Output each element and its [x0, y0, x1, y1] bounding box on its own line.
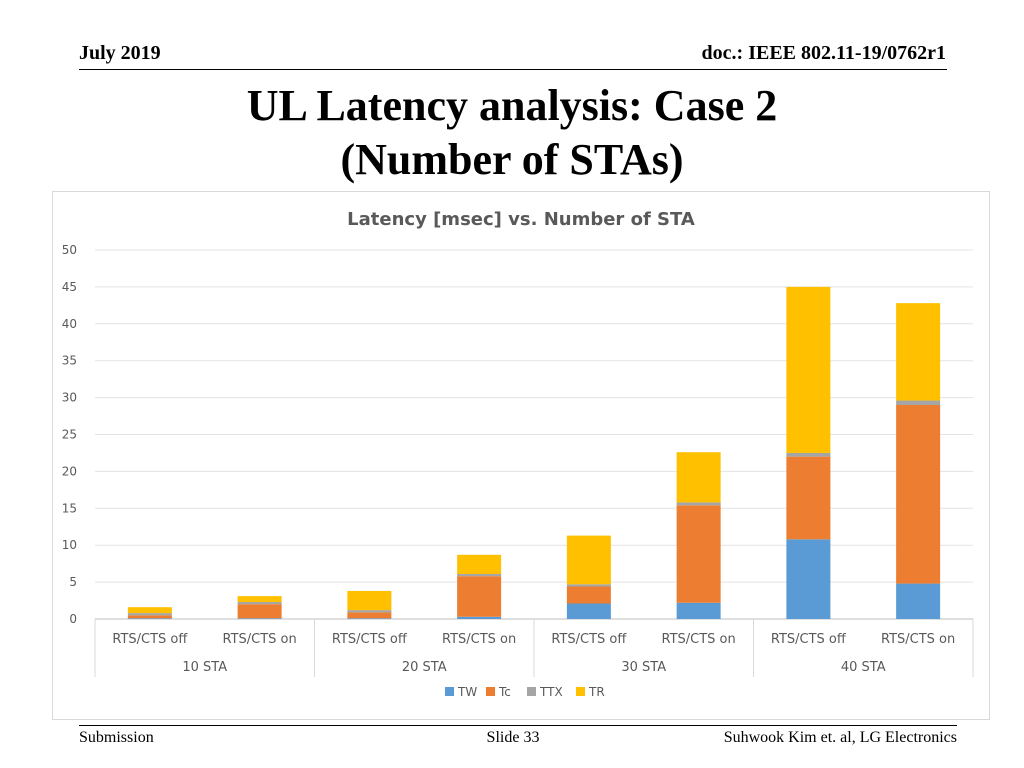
bar-tr	[566, 535, 611, 585]
legend-swatch-ttx	[527, 687, 536, 696]
x-category-label: RTS/CTS on	[661, 632, 735, 647]
bar-tc	[566, 586, 611, 604]
bar-ttx	[786, 452, 831, 457]
bar-tr	[457, 554, 502, 574]
y-tick-label: 30	[62, 391, 77, 405]
legend-label-ttx: TTX	[539, 685, 563, 699]
bar-tc	[127, 615, 172, 619]
y-tick-label: 40	[62, 317, 77, 331]
bar-tc	[347, 612, 392, 619]
legend-swatch-tc	[486, 687, 495, 696]
bar-tw	[127, 618, 172, 619]
y-tick-label: 45	[62, 280, 77, 294]
y-tick-label: 35	[62, 354, 77, 368]
bar-tw	[237, 618, 282, 619]
bar-ttx	[457, 573, 502, 577]
bar-tc	[237, 604, 282, 619]
x-group-label: 10 STA	[182, 660, 227, 675]
bar-tw	[676, 602, 721, 619]
x-group-label: 30 STA	[621, 660, 666, 675]
bar-tw	[896, 583, 941, 619]
footer-divider	[79, 725, 957, 726]
bar-tw	[347, 618, 392, 619]
y-axis-ticks: 0 5 10 15 20 25 30 35 40 45 50	[62, 243, 77, 626]
x-category-label: RTS/CTS off	[771, 632, 847, 647]
bar-tr	[127, 607, 172, 614]
y-tick-label: 50	[62, 243, 77, 257]
bar-ttx	[566, 584, 611, 587]
chart-legend: TW Tc TTX TR	[445, 685, 605, 699]
bar-tw	[457, 616, 502, 619]
bar-tc	[457, 576, 502, 617]
header-doc-id: doc.: IEEE 802.11-19/0762r1	[701, 42, 946, 64]
x-group-label: 20 STA	[402, 660, 447, 675]
x-category-label: RTS/CTS off	[112, 632, 188, 647]
footer-submission: Submission	[79, 729, 154, 746]
bar-ttx	[237, 602, 282, 605]
slide-title-line1: UL Latency analysis: Case 2	[246, 81, 778, 130]
chart-bars	[127, 286, 941, 619]
bar-tr	[347, 590, 392, 611]
x-category-label: RTS/CTS on	[881, 632, 955, 647]
bar-tc	[786, 456, 831, 540]
bar-tc	[896, 404, 941, 584]
legend-swatch-tw	[445, 687, 454, 696]
bar-tw	[786, 539, 831, 619]
footer-slide-number: Slide 33	[486, 729, 540, 746]
bar-ttx	[896, 400, 941, 405]
x-category-label: RTS/CTS off	[332, 632, 408, 647]
bar-ttx	[347, 610, 392, 613]
bar-ttx	[676, 502, 721, 506]
y-tick-label: 20	[62, 464, 77, 478]
bar-tc	[676, 505, 721, 603]
y-tick-label: 15	[62, 501, 77, 515]
x-axis: RTS/CTS off RTS/CTS on RTS/CTS off RTS/CTS …	[94, 619, 974, 677]
bar-tr	[896, 303, 941, 401]
bar-ttx	[127, 613, 172, 616]
x-category-label: RTS/CTS on	[222, 632, 296, 647]
chart-gridlines	[95, 249, 973, 620]
header-date: July 2019	[79, 42, 161, 64]
x-category-label: RTS/CTS on	[442, 632, 516, 647]
chart-title: Latency [msec] vs. Number of STA	[347, 209, 695, 230]
bar-tw	[566, 603, 611, 619]
x-category-label: RTS/CTS off	[551, 632, 627, 647]
y-tick-label: 25	[62, 428, 77, 442]
header-divider	[79, 69, 947, 70]
slide-title-line2: (Number of STAs)	[340, 135, 684, 184]
footer-author: Suhwook Kim et. al, LG Electronics	[723, 729, 957, 746]
bar-tr	[237, 596, 282, 603]
y-tick-label: 10	[62, 538, 77, 552]
legend-label-tw: TW	[457, 685, 477, 699]
y-tick-label: 0	[69, 612, 77, 626]
legend-label-tr: TR	[588, 685, 605, 699]
chart-container: Latency [msec] vs. Number of STA 0 5 10 15 2…	[52, 191, 990, 720]
latency-chart: Latency [msec] vs. Number of STA 0 5 10 15 2…	[62, 209, 974, 699]
legend-label-tc: Tc	[498, 685, 511, 699]
legend-swatch-tr	[576, 687, 585, 696]
bar-tr	[786, 286, 831, 453]
y-tick-label: 5	[69, 575, 77, 589]
x-group-label: 40 STA	[841, 660, 886, 675]
bar-tr	[676, 452, 721, 503]
